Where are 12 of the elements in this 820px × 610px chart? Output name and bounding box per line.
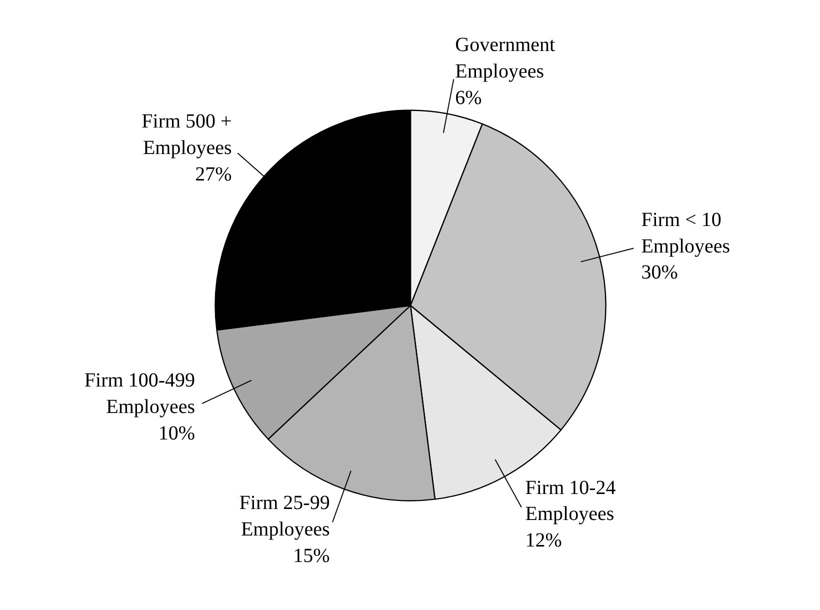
data-label: 10% (158, 422, 195, 444)
data-label: 27% (195, 163, 232, 186)
data-label: 30% (641, 262, 678, 284)
slice-label: Firm 100-499 Employees (84, 370, 196, 418)
slice-label: Firm 25-99 Employees (239, 492, 330, 541)
data-label: 12% (525, 530, 562, 552)
slice-label: Government Employees (455, 34, 556, 83)
slice-label: Firm 500 + Employees (142, 110, 232, 159)
data-label: 6% (455, 86, 482, 109)
data-label: 15% (293, 545, 330, 568)
slice-label: Firm 10-24 Employees (525, 476, 616, 526)
slice-label: Firm < 10 Employees (641, 208, 730, 258)
